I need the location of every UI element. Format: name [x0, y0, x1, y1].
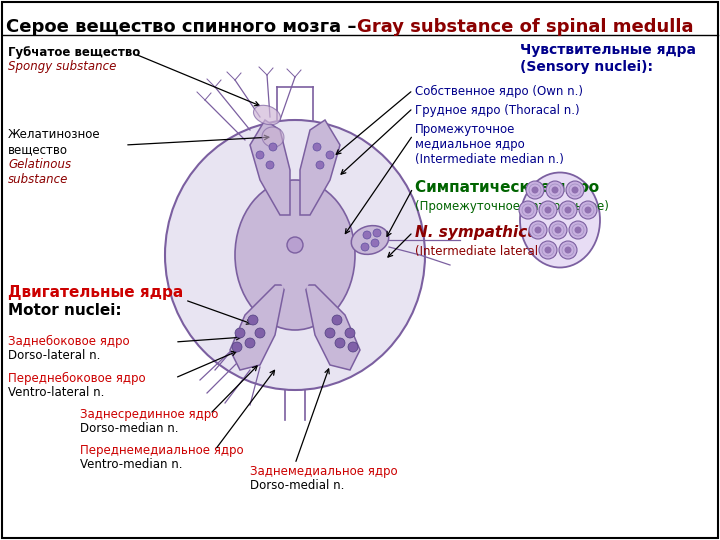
Circle shape [256, 151, 264, 159]
Circle shape [559, 241, 577, 259]
Ellipse shape [253, 105, 281, 125]
Text: Заднемедиальное ядро: Заднемедиальное ядро [250, 465, 397, 478]
Circle shape [549, 221, 567, 239]
Text: Заднебоковое ядро: Заднебоковое ядро [8, 335, 130, 348]
Circle shape [232, 342, 242, 352]
Text: N. sympathicus: N. sympathicus [415, 225, 547, 240]
Text: Чувствительные ядра: Чувствительные ядра [520, 43, 696, 57]
Circle shape [361, 243, 369, 251]
Ellipse shape [235, 180, 355, 330]
Ellipse shape [165, 120, 425, 390]
Circle shape [345, 328, 355, 338]
Circle shape [235, 328, 245, 338]
Text: Собственное ядро (Own n.): Собственное ядро (Own n.) [415, 85, 583, 98]
Text: медиальное ядро: медиальное ядро [415, 138, 525, 151]
Circle shape [572, 186, 578, 193]
Circle shape [544, 246, 552, 253]
Circle shape [531, 186, 539, 193]
Circle shape [287, 237, 303, 253]
Circle shape [335, 338, 345, 348]
Text: Gelatinous: Gelatinous [8, 158, 71, 171]
Circle shape [579, 201, 597, 219]
Circle shape [373, 229, 381, 237]
Text: (Intermediate lateral n.): (Intermediate lateral n.) [415, 245, 558, 258]
Circle shape [313, 143, 321, 151]
Ellipse shape [262, 127, 284, 147]
Text: Симпатическое ядро: Симпатическое ядро [415, 180, 599, 195]
Text: Двигательные ядра: Двигательные ядра [8, 285, 184, 300]
Circle shape [332, 315, 342, 325]
Ellipse shape [351, 226, 389, 254]
Text: Ventro-lateral n.: Ventro-lateral n. [8, 386, 104, 399]
Text: Spongy substance: Spongy substance [8, 60, 117, 73]
Circle shape [529, 221, 547, 239]
Circle shape [554, 226, 562, 233]
Text: Серое вещество спинного мозга –: Серое вещество спинного мозга – [6, 18, 363, 36]
Polygon shape [250, 120, 290, 215]
Text: Грудное ядро (Thoracal n.): Грудное ядро (Thoracal n.) [415, 104, 580, 117]
Circle shape [326, 151, 334, 159]
Circle shape [539, 201, 557, 219]
Circle shape [569, 221, 587, 239]
Polygon shape [300, 120, 340, 215]
Text: Ventro-median n.: Ventro-median n. [80, 458, 182, 471]
Circle shape [526, 181, 544, 199]
Circle shape [245, 338, 255, 348]
Polygon shape [305, 285, 360, 370]
Circle shape [348, 342, 358, 352]
Text: Переднемедиальное ядро: Переднемедиальное ядро [80, 444, 243, 457]
Circle shape [566, 181, 584, 199]
Text: Dorso-medial n.: Dorso-medial n. [250, 479, 344, 492]
Ellipse shape [520, 172, 600, 267]
Text: Переднебоковое ядро: Переднебоковое ядро [8, 372, 145, 385]
Circle shape [316, 161, 324, 169]
Circle shape [371, 239, 379, 247]
Circle shape [544, 206, 552, 213]
Text: Желатинозное: Желатинозное [8, 128, 101, 141]
Circle shape [363, 231, 371, 239]
Circle shape [564, 206, 572, 213]
Text: Motor nuclei:: Motor nuclei: [8, 303, 122, 318]
Text: (Intermediate median n.): (Intermediate median n.) [415, 153, 564, 166]
Text: Dorso-median n.: Dorso-median n. [80, 422, 179, 435]
Circle shape [575, 226, 582, 233]
Text: Губчатое вещество: Губчатое вещество [8, 46, 140, 59]
Ellipse shape [275, 215, 315, 295]
Text: Промежуточное: Промежуточное [415, 123, 516, 136]
Circle shape [552, 186, 559, 193]
Text: вещество: вещество [8, 143, 68, 156]
Circle shape [534, 226, 541, 233]
Circle shape [248, 315, 258, 325]
Circle shape [564, 246, 572, 253]
Circle shape [585, 206, 592, 213]
Text: (Sensory nuclei):: (Sensory nuclei): [520, 60, 653, 74]
Circle shape [519, 201, 537, 219]
Circle shape [266, 161, 274, 169]
Circle shape [269, 143, 277, 151]
Circle shape [255, 328, 265, 338]
Text: Заднесрединное ядро: Заднесрединное ядро [80, 408, 218, 421]
Text: substance: substance [8, 173, 68, 186]
Polygon shape [230, 285, 285, 370]
Text: (Промежуточное латеральное): (Промежуточное латеральное) [415, 200, 609, 213]
Circle shape [559, 201, 577, 219]
Circle shape [546, 181, 564, 199]
Circle shape [539, 241, 557, 259]
Circle shape [524, 206, 531, 213]
Text: Dorso-lateral n.: Dorso-lateral n. [8, 349, 100, 362]
Text: Gray substance of spinal medulla: Gray substance of spinal medulla [357, 18, 693, 36]
Circle shape [325, 328, 335, 338]
